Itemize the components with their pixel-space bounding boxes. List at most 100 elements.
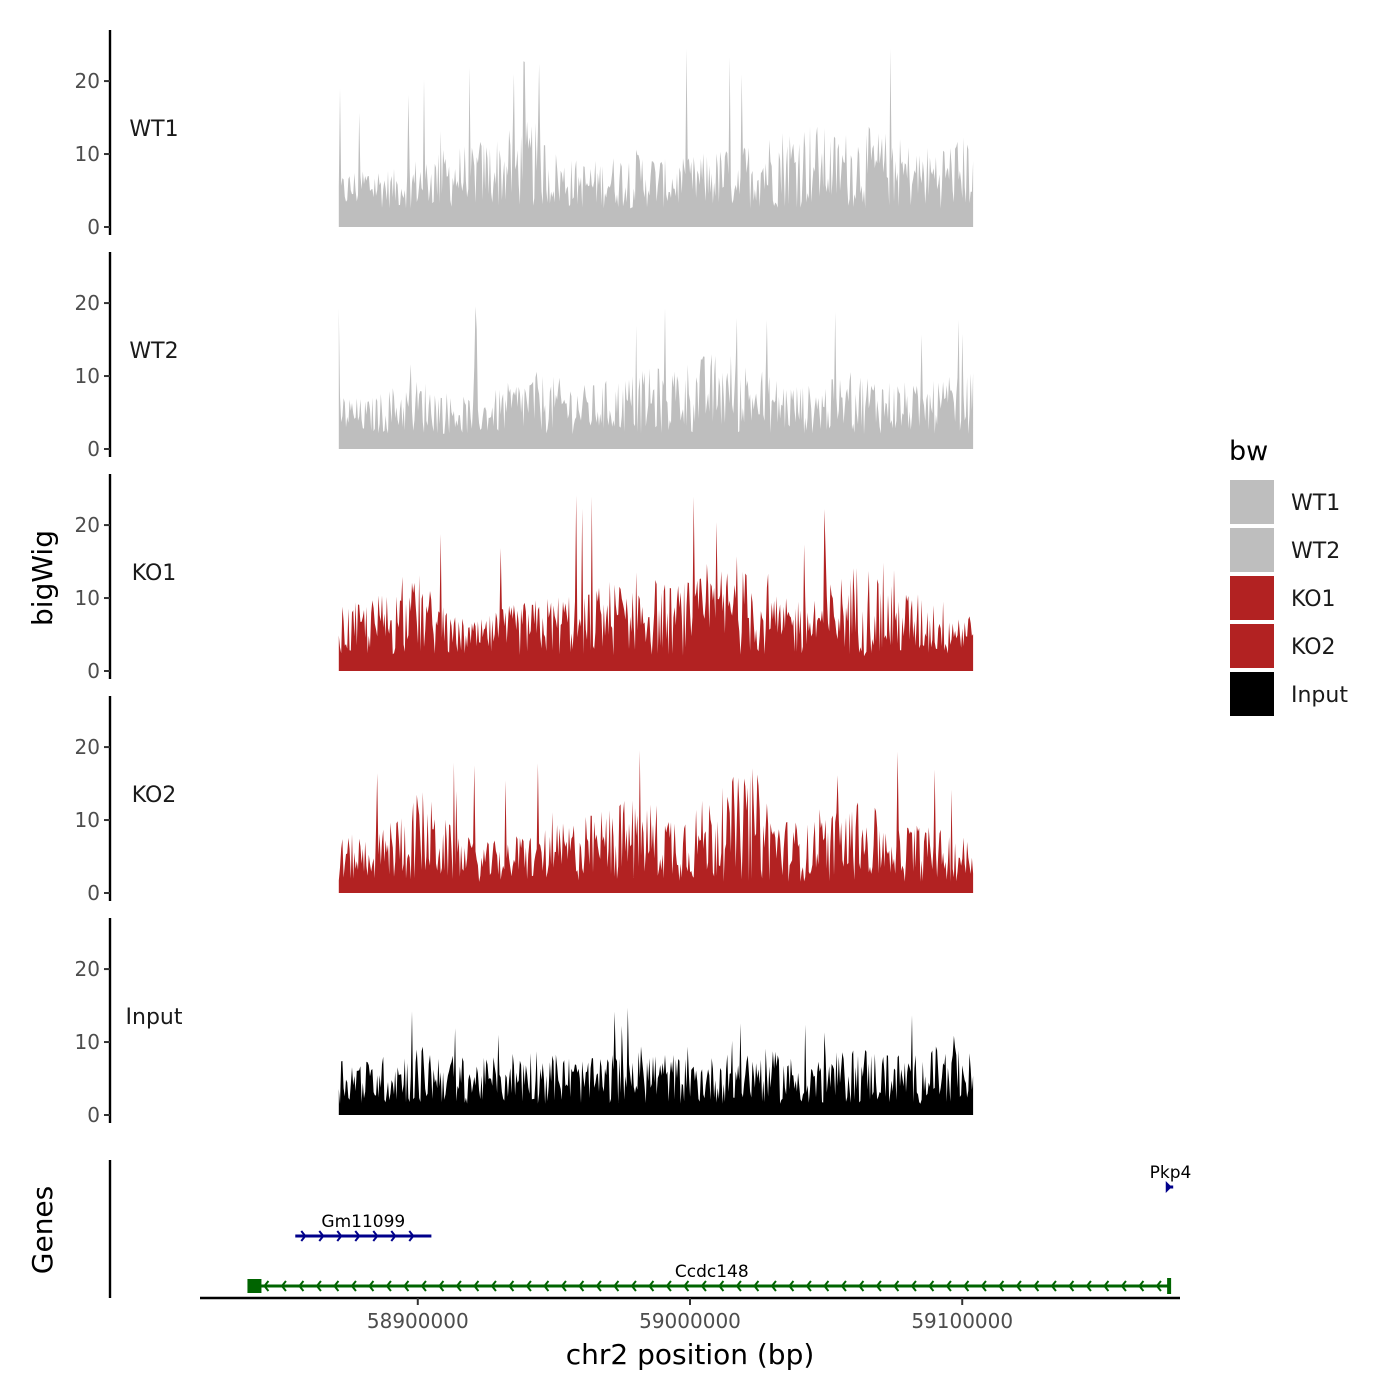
strand-chevron — [1155, 1280, 1162, 1292]
strand-chevron — [543, 1280, 550, 1292]
legend-label-ko2: KO2 — [1291, 635, 1336, 660]
gene-label-pkp4: Pkp4 — [1150, 1163, 1192, 1183]
y-tick-label: 0 — [87, 437, 100, 461]
legend-swatch-input — [1230, 672, 1274, 716]
gene-end-marker — [247, 1279, 262, 1293]
strand-chevron — [735, 1280, 742, 1292]
strand-chevron — [403, 1280, 410, 1292]
strand-chevron — [1103, 1280, 1110, 1292]
strand-chevron — [318, 1230, 325, 1242]
y-axis-title: bigWig — [26, 530, 59, 626]
y-tick-label: 20 — [75, 957, 100, 981]
strand-chevron — [372, 1230, 379, 1242]
legend-swatch-ko1 — [1230, 576, 1274, 620]
strand-chevron — [490, 1280, 497, 1292]
strand-chevron — [630, 1280, 637, 1292]
legend-swatch-wt2 — [1230, 528, 1274, 572]
strand-chevron — [1138, 1280, 1145, 1292]
y-tick-label: 20 — [75, 513, 100, 537]
coverage-area-ko2-region-1 — [338, 750, 974, 893]
strand-chevron — [788, 1280, 795, 1292]
strand-chevron — [1033, 1280, 1040, 1292]
strand-chevron — [298, 1280, 305, 1292]
gene-start-marker — [1167, 1278, 1172, 1294]
strand-chevron — [390, 1230, 397, 1242]
strand-chevron — [263, 1280, 270, 1292]
gene-label-gm11099: Gm11099 — [321, 1212, 405, 1232]
legend-title: bw — [1229, 436, 1268, 467]
strand-chevron — [1050, 1280, 1057, 1292]
strand-chevron — [858, 1280, 865, 1292]
coverage-tracks: WT1 0 10 20 WT2 0 10 20 KO1 0 10 20 KO2 0 10 20 Input 0 10… — [75, 30, 974, 1127]
strand-chevron — [333, 1280, 340, 1292]
y-tick-label: 10 — [75, 142, 100, 166]
strand-marker — [1165, 1181, 1172, 1193]
x-tick-label: 59000000 — [639, 1309, 741, 1333]
y-tick-label: 0 — [87, 1103, 100, 1127]
track-ko1: KO1 0 10 20 — [75, 474, 974, 683]
y-tick-label: 10 — [75, 808, 100, 832]
strand-chevron — [385, 1280, 392, 1292]
strand-chevron — [408, 1230, 415, 1242]
strand-chevron — [354, 1230, 361, 1242]
genes-axis-title: Genes — [26, 1186, 59, 1274]
x-axis: 58900000 59000000 59100000 — [200, 1296, 1180, 1333]
y-tick-label: 10 — [75, 586, 100, 610]
track-label-wt2: WT2 — [129, 339, 178, 364]
coverage-area-input-region-1 — [338, 1007, 974, 1115]
y-tick-label: 0 — [87, 881, 100, 905]
strand-chevron — [928, 1280, 935, 1292]
strand-chevron — [963, 1280, 970, 1292]
strand-chevron — [770, 1280, 777, 1292]
strand-chevron — [560, 1280, 567, 1292]
coverage-area-wt2-region-1 — [338, 306, 974, 449]
legend-label-ko1: KO1 — [1291, 587, 1336, 612]
strand-chevron — [805, 1280, 812, 1292]
strand-chevron — [700, 1280, 707, 1292]
gene-label-ccdc148: Ccdc148 — [675, 1262, 749, 1282]
track-input: Input 0 10 20 — [75, 918, 974, 1127]
strand-chevron — [368, 1280, 375, 1292]
strand-chevron — [1068, 1280, 1075, 1292]
strand-chevron — [910, 1280, 917, 1292]
strand-chevron — [315, 1280, 322, 1292]
coverage-area-ko1-region-1 — [338, 495, 974, 671]
track-wt1: WT1 0 10 20 — [75, 30, 974, 239]
strand-chevron — [823, 1280, 830, 1292]
y-tick-label: 20 — [75, 69, 100, 93]
legend-swatch-wt1 — [1230, 480, 1274, 524]
strand-chevron — [718, 1280, 725, 1292]
strand-chevron — [998, 1280, 1005, 1292]
strand-chevron — [648, 1280, 655, 1292]
x-tick-label: 59100000 — [911, 1309, 1013, 1333]
strand-chevron — [945, 1280, 952, 1292]
track-label-wt1: WT1 — [129, 117, 178, 142]
strand-chevron — [893, 1280, 900, 1292]
strand-chevron — [350, 1280, 357, 1292]
track-label-ko2: KO2 — [132, 783, 177, 808]
strand-chevron — [420, 1280, 427, 1292]
gene-ccdc148: Ccdc148 — [247, 1262, 1172, 1294]
track-label-ko1: KO1 — [132, 561, 177, 586]
strand-chevron — [1015, 1280, 1022, 1292]
strand-chevron — [578, 1280, 585, 1292]
track-ko2: KO2 0 10 20 — [75, 696, 974, 905]
y-tick-label: 20 — [75, 291, 100, 315]
strand-chevron — [595, 1280, 602, 1292]
strand-chevron — [280, 1280, 287, 1292]
strand-chevron — [665, 1280, 672, 1292]
gene-pkp4: Pkp4 — [1150, 1163, 1192, 1193]
strand-chevron — [473, 1280, 480, 1292]
strand-chevron — [980, 1280, 987, 1292]
strand-chevron — [455, 1280, 462, 1292]
strand-chevron — [875, 1280, 882, 1292]
strand-chevron — [438, 1280, 445, 1292]
strand-chevron — [1120, 1280, 1127, 1292]
strand-chevron — [508, 1280, 515, 1292]
legend-swatch-ko2 — [1230, 624, 1274, 668]
track-label-input: Input — [126, 1005, 183, 1030]
legend-label-input: Input — [1291, 683, 1348, 708]
y-tick-label: 10 — [75, 1030, 100, 1054]
